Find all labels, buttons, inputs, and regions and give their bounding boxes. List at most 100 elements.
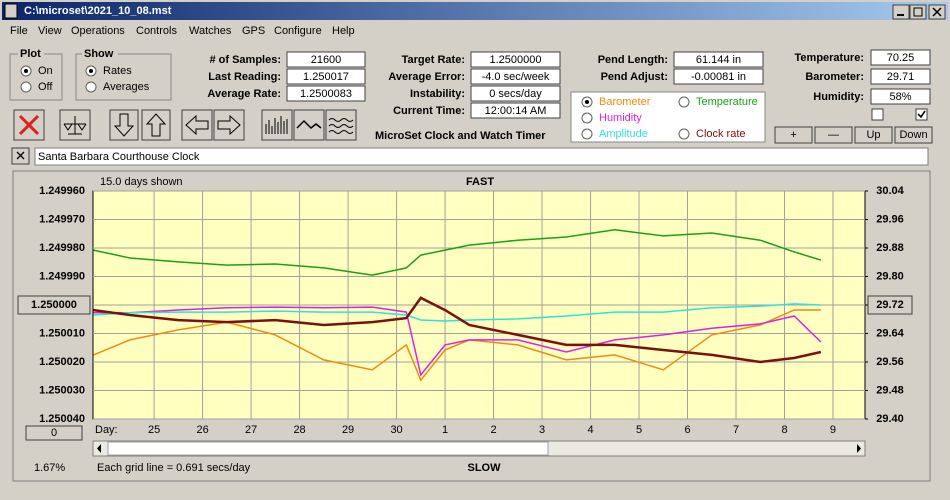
checkbox[interactable] (915, 108, 928, 121)
menu-item[interactable]: Controls (136, 25, 177, 37)
fast-label: FAST (466, 176, 494, 188)
radio[interactable] (678, 128, 690, 140)
group-title: Show (84, 48, 114, 60)
radio-dot (89, 69, 93, 73)
field-box (870, 49, 931, 66)
field-label: Target Rate: (402, 54, 465, 66)
show-group-gap (82, 48, 118, 60)
axes: 25 26 27 28 29 30 1 2 3 4 5 6 7 8 9 1.249960 1.249970 1.2… (17, 185, 913, 436)
series-line (93, 296, 822, 364)
series-select-box (570, 91, 766, 143)
clock-name: Santa Barbara Courthouse Clock (38, 151, 200, 163)
field-box (470, 85, 561, 102)
bars-icon (265, 116, 288, 134)
y-tick-label: 1.250000 (31, 299, 77, 311)
radio[interactable] (678, 96, 690, 108)
maximize-button[interactable] (909, 4, 927, 20)
field-label: Barometer: (805, 71, 864, 83)
left-button[interactable] (181, 109, 213, 141)
y-tick-label: 1.250030 (39, 384, 85, 396)
field-label: Last Reading: (208, 71, 281, 83)
clear-icon (18, 114, 40, 136)
y2-tick-label: 29.56 (876, 356, 904, 368)
field-label: Instability: (410, 88, 465, 100)
y2-tick-label: 29.40 (876, 413, 904, 425)
field-box (286, 51, 366, 68)
field-value: 61.144 in (696, 54, 741, 66)
field-box (470, 102, 561, 119)
app-icon (4, 3, 18, 19)
x-tick-label: 30 (390, 424, 402, 436)
toolbar (13, 109, 357, 141)
menu-item[interactable]: Help (332, 25, 355, 37)
field-value: 1.2500000 (490, 54, 542, 66)
menu-item[interactable]: Operations (71, 25, 125, 37)
legend-label: Amplitude (599, 128, 648, 140)
field-value: -4.0 sec/week (482, 71, 550, 83)
grid-note: Each grid line = 0.691 secs/day (97, 462, 251, 474)
field-label: Current Time: (393, 105, 465, 117)
radio-label: On (38, 65, 53, 77)
center-button[interactable] (17, 295, 91, 315)
field-box (673, 51, 764, 68)
menu-item[interactable]: Configure (274, 25, 322, 37)
x-axis-label: Day: (95, 424, 118, 436)
menu-item[interactable]: View (38, 25, 62, 37)
legend-label: Clock rate (696, 128, 746, 140)
field-value: 12:00:14 AM (485, 105, 547, 117)
menu-item[interactable]: File (10, 25, 28, 37)
up-icon (145, 113, 167, 137)
field-box (470, 68, 561, 85)
field-value: 0 secs/day (489, 88, 542, 100)
checkbox[interactable] (871, 108, 884, 121)
clock-name-field[interactable] (34, 147, 929, 166)
left-icon (185, 114, 209, 136)
series-line (93, 303, 821, 322)
y2-tick-label: 29.64 (876, 327, 904, 339)
right-icon (217, 114, 241, 136)
x-tick-label: 28 (293, 424, 305, 436)
down-icon (113, 113, 135, 137)
button-label: + (790, 129, 796, 141)
field-value: 70.25 (887, 52, 915, 64)
radio[interactable] (581, 112, 593, 124)
down-button[interactable] (109, 109, 139, 141)
field-box (870, 88, 931, 105)
button[interactable] (894, 126, 933, 144)
right-button[interactable] (213, 109, 245, 141)
button[interactable] (774, 126, 813, 144)
minimize-button[interactable] (892, 4, 910, 20)
radio-label: Rates (103, 65, 132, 77)
x-tick-label: 2 (490, 424, 496, 436)
scroll-value-button[interactable] (25, 425, 83, 441)
menu-item[interactable]: GPS (242, 25, 265, 37)
field-value: 1.2500083 (300, 88, 352, 100)
button[interactable] (814, 126, 853, 144)
line-icon (296, 119, 322, 130)
up-button[interactable] (141, 109, 171, 141)
field-box (870, 68, 931, 85)
y-tick-label: 1.250020 (39, 356, 85, 368)
button[interactable] (854, 126, 893, 144)
x-tick-label: 27 (245, 424, 257, 436)
radio[interactable] (85, 81, 97, 93)
series-lines (93, 229, 822, 382)
radio-dot (24, 69, 28, 73)
button-label: Down (899, 129, 927, 141)
menu-item[interactable]: Watches (189, 25, 232, 37)
center-button[interactable] (867, 295, 913, 315)
check-mark (917, 110, 926, 119)
radio[interactable] (20, 81, 32, 93)
y2-tick-label: 29.72 (876, 299, 904, 311)
field-box (470, 51, 561, 68)
y2-tick-label: 29.80 (876, 270, 904, 282)
radio-label: Off (38, 81, 53, 93)
series-line (93, 306, 822, 377)
field-label: Pend Length: (598, 54, 668, 66)
x-tick-label: 6 (684, 424, 690, 436)
radio[interactable] (581, 128, 593, 140)
legend-label: Barometer (599, 96, 651, 108)
scroll-thumb[interactable] (107, 441, 549, 456)
field-value: 1.250017 (303, 71, 349, 83)
